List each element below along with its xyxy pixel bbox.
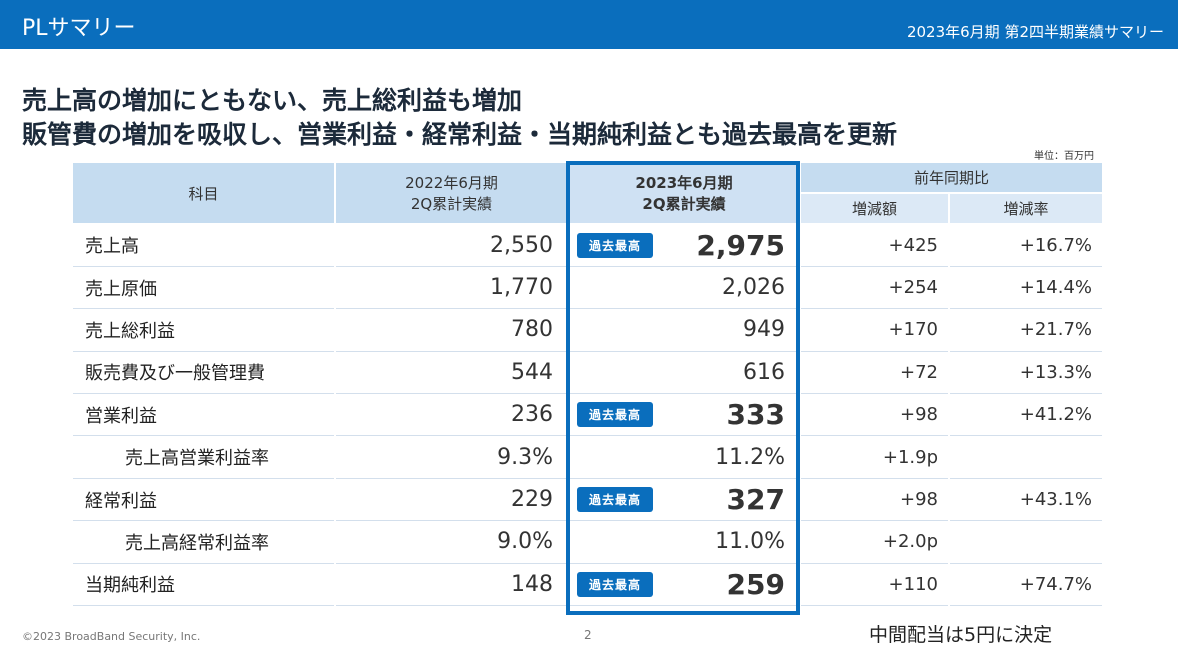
row-current-cell: 2,026 bbox=[568, 266, 801, 310]
row-prev-value: 236 bbox=[335, 393, 569, 437]
row-rate-value: +43.1% bbox=[949, 478, 1105, 522]
row-current-cell: 11.0% bbox=[568, 520, 801, 564]
row-item-name: 販売費及び一般管理費 bbox=[73, 351, 336, 395]
header-cur-line1: 2023年6月期 bbox=[635, 174, 733, 192]
row-prev-value: 148 bbox=[335, 563, 569, 607]
headline: 売上高の増加にともない、売上総利益も増加 販管費の増加を吸収し、営業利益・経常利… bbox=[22, 84, 897, 152]
row-prev-value: 544 bbox=[335, 351, 569, 395]
table-row: 売上高 2,550 過去最高 2,975 +425 +16.7% bbox=[73, 224, 1105, 267]
row-rate-value bbox=[949, 520, 1105, 564]
table-row: 経常利益 229 過去最高 327 +98 +43.1% bbox=[73, 478, 1105, 522]
unit-label: 単位：百万円 bbox=[1034, 151, 1094, 162]
row-current-value: 333 bbox=[726, 398, 785, 432]
row-current-value: 327 bbox=[726, 483, 785, 517]
headline-line2: 販管費の増加を吸収し、営業利益・経常利益・当期純利益とも過去最高を更新 bbox=[22, 120, 898, 149]
row-item-name: 売上高営業利益率 bbox=[73, 435, 336, 479]
row-prev-value: 229 bbox=[335, 478, 569, 522]
table-row: 営業利益 236 過去最高 333 +98 +41.2% bbox=[73, 393, 1105, 437]
row-diff-value: +110 bbox=[800, 563, 950, 607]
row-current-cell: 過去最高 2,975 bbox=[568, 224, 801, 267]
row-prev-value: 2,550 bbox=[335, 224, 569, 267]
row-item-name: 営業利益 bbox=[73, 393, 336, 437]
row-rate-value: +41.2% bbox=[949, 393, 1105, 437]
row-current-value: 11.2% bbox=[715, 444, 785, 470]
row-current-value: 11.0% bbox=[715, 529, 785, 555]
slide-title: PLサマリー bbox=[22, 16, 136, 41]
row-current-cell: 949 bbox=[568, 308, 801, 352]
row-rate-value: +21.7% bbox=[949, 308, 1105, 352]
dividend-note: 中間配当は5円に決定 bbox=[869, 624, 1053, 646]
copyright: ©2023 BroadBand Security, Inc. bbox=[22, 630, 201, 643]
pl-table: 科目 2022年6月期 2Q累計実績 2023年6月期 2Q累計実績 前年同期比… bbox=[73, 163, 1105, 607]
record-high-badge: 過去最高 bbox=[577, 402, 654, 428]
row-current-cell: 11.2% bbox=[568, 435, 801, 479]
header-cur-line2: 2Q累計実績 bbox=[642, 195, 726, 213]
row-rate-value: +16.7% bbox=[949, 224, 1105, 267]
row-prev-value: 9.3% bbox=[335, 435, 569, 479]
header-rate: 増減率 bbox=[949, 193, 1105, 225]
row-diff-value: +1.9p bbox=[800, 435, 950, 479]
row-diff-value: +425 bbox=[800, 224, 950, 267]
table-row: 売上原価 1,770 2,026 +254 +14.4% bbox=[73, 266, 1105, 310]
header-diff: 増減額 bbox=[800, 193, 950, 225]
row-item-name: 売上高経常利益率 bbox=[73, 520, 336, 564]
row-current-cell: 616 bbox=[568, 351, 801, 395]
record-high-badge: 過去最高 bbox=[577, 571, 654, 597]
record-high-badge: 過去最高 bbox=[577, 232, 654, 258]
row-diff-value: +72 bbox=[800, 351, 950, 395]
row-current-value: 2,026 bbox=[722, 275, 785, 301]
row-prev-value: 1,770 bbox=[335, 266, 569, 310]
row-diff-value: +254 bbox=[800, 266, 950, 310]
row-item-name: 当期純利益 bbox=[73, 563, 336, 607]
header-prev-line1: 2022年6月期 bbox=[405, 174, 498, 192]
row-diff-value: +98 bbox=[800, 478, 950, 522]
table-row: 当期純利益 148 過去最高 259 +110 +74.7% bbox=[73, 563, 1105, 607]
row-current-cell: 過去最高 333 bbox=[568, 393, 801, 437]
table-row: 販売費及び一般管理費 544 616 +72 +13.3% bbox=[73, 351, 1105, 395]
row-current-value: 949 bbox=[743, 317, 785, 343]
table-row: 売上高営業利益率 9.3% 11.2% +1.9p bbox=[73, 435, 1105, 479]
header-cur: 2023年6月期 2Q累計実績 bbox=[568, 163, 801, 225]
row-item-name: 売上原価 bbox=[73, 266, 336, 310]
row-prev-value: 780 bbox=[335, 308, 569, 352]
header-prev-line2: 2Q累計実績 bbox=[410, 195, 493, 213]
table-row: 売上総利益 780 949 +170 +21.7% bbox=[73, 308, 1105, 352]
row-rate-value bbox=[949, 435, 1105, 479]
page-number: 2 bbox=[584, 628, 592, 642]
row-rate-value: +14.4% bbox=[949, 266, 1105, 310]
row-current-value: 259 bbox=[726, 567, 785, 601]
slide-subtitle: 2023年6月期 第2四半期業績サマリー bbox=[906, 23, 1164, 41]
row-current-value: 2,975 bbox=[696, 228, 785, 262]
headline-line1: 売上高の増加にともない、売上総利益も増加 bbox=[22, 86, 523, 115]
record-high-badge: 過去最高 bbox=[577, 487, 654, 513]
row-current-cell: 過去最高 327 bbox=[568, 478, 801, 522]
row-rate-value: +74.7% bbox=[949, 563, 1105, 607]
header-item: 科目 bbox=[73, 163, 336, 225]
row-diff-value: +98 bbox=[800, 393, 950, 437]
row-current-cell: 過去最高 259 bbox=[568, 563, 801, 607]
title-bar: PLサマリー 2023年6月期 第2四半期業績サマリー bbox=[0, 0, 1178, 49]
table-row: 売上高経常利益率 9.0% 11.0% +2.0p bbox=[73, 520, 1105, 564]
row-prev-value: 9.0% bbox=[335, 520, 569, 564]
row-current-value: 616 bbox=[743, 359, 785, 385]
row-diff-value: +2.0p bbox=[800, 520, 950, 564]
row-diff-value: +170 bbox=[800, 308, 950, 352]
header-prev: 2022年6月期 2Q累計実績 bbox=[335, 163, 569, 225]
row-item-name: 経常利益 bbox=[73, 478, 336, 522]
row-rate-value: +13.3% bbox=[949, 351, 1105, 395]
header-yoy: 前年同期比 bbox=[800, 163, 1105, 194]
row-item-name: 売上総利益 bbox=[73, 308, 336, 352]
row-item-name: 売上高 bbox=[73, 224, 336, 267]
